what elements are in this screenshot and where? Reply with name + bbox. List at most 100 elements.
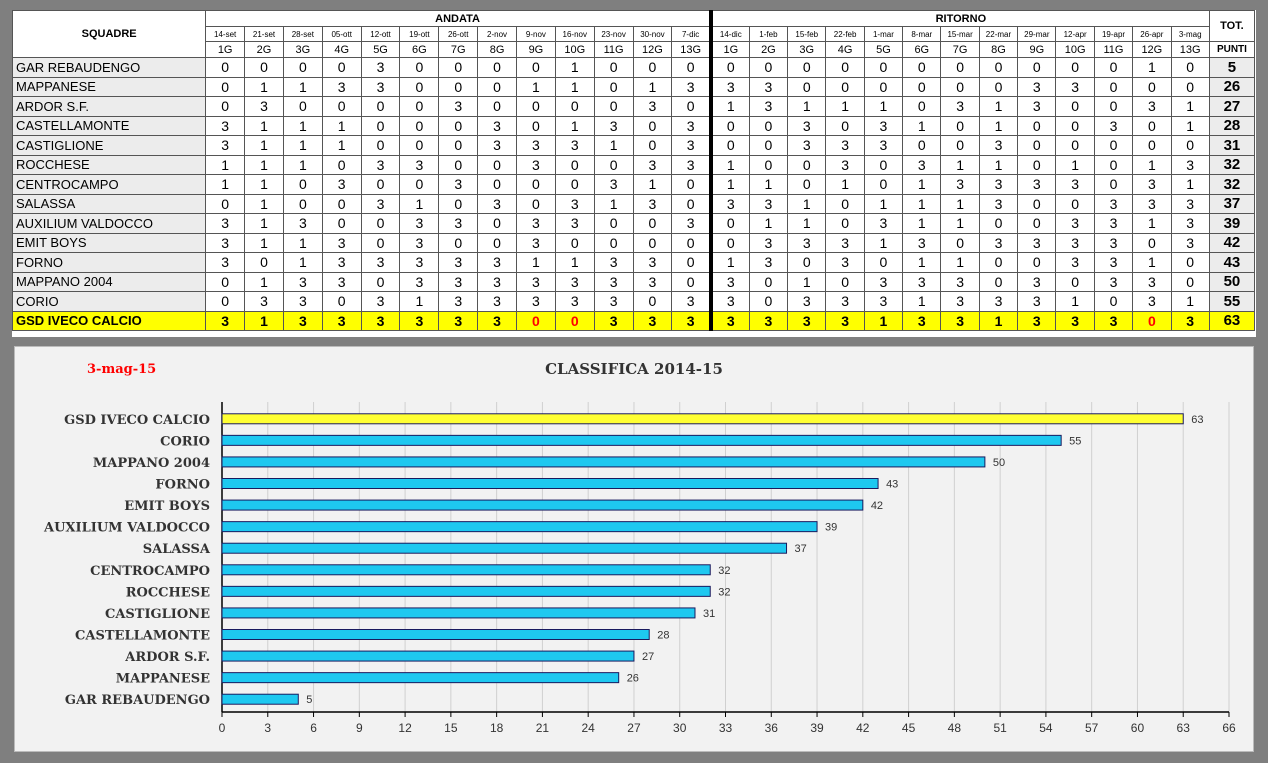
score-cell: 0 <box>205 57 246 78</box>
score-cell: 0 <box>438 76 479 97</box>
score-cell: 3 <box>360 193 401 214</box>
score-cell: 3 <box>863 291 904 312</box>
score-cell: 3 <box>438 310 479 331</box>
score-cell: 1 <box>244 310 284 331</box>
score-cell: 3 <box>399 252 440 273</box>
score-cell: 3 <box>515 213 556 234</box>
score-cell: 1 <box>940 252 980 273</box>
score-cell: 3 <box>1093 115 1134 136</box>
score-cell: 0 <box>902 76 942 97</box>
andata-date: 23-nov <box>593 26 634 42</box>
score-cell: 3 <box>1055 76 1095 97</box>
score-cell: 0 <box>399 57 440 78</box>
score-cell: 3 <box>632 96 673 117</box>
score-cell: 1 <box>940 193 980 214</box>
table-row: AUXILIUM VALDOCCO 3 1 3 0 0 3 3 0 3 3 0 0 3 0 1 1 0 3 1 1 0 0 3… <box>11 213 1256 234</box>
score-cell: 0 <box>593 232 634 253</box>
bar-value-label: 42 <box>871 500 883 512</box>
bar-value-label: 28 <box>657 630 669 642</box>
score-cell: 3 <box>554 135 595 156</box>
score-cell: 0 <box>863 174 904 195</box>
score-cell: 0 <box>399 76 440 97</box>
ritorno-date: 14-dic <box>708 26 750 42</box>
score-cell: 1 <box>1055 291 1095 312</box>
score-cell: 0 <box>1093 76 1134 97</box>
score-cell: 3 <box>399 154 440 175</box>
score-cell: 0 <box>438 135 479 156</box>
score-cell: 0 <box>554 232 595 253</box>
score-cell: 3 <box>902 232 942 253</box>
category-label: ROCCHESE <box>126 585 210 600</box>
score-cell: 0 <box>1093 57 1134 78</box>
bar <box>221 564 711 576</box>
score-cell: 0 <box>554 310 595 331</box>
andata-round: 10G <box>554 41 595 58</box>
ritorno-date: 15-feb <box>787 26 827 42</box>
score-cell: 0 <box>825 57 865 78</box>
x-tick-label: 9 <box>356 721 363 735</box>
score-cell: 3 <box>515 135 556 156</box>
score-cell: 3 <box>1093 213 1134 234</box>
score-cell: 1 <box>1170 96 1210 117</box>
score-cell: 3 <box>1093 271 1134 292</box>
bar-value-label: 63 <box>1191 414 1203 426</box>
score-cell: 0 <box>1170 76 1210 97</box>
score-cell: 3 <box>748 310 789 331</box>
score-cell: 0 <box>825 115 865 136</box>
score-cell: 3 <box>438 174 479 195</box>
score-cell: 3 <box>438 252 479 273</box>
andata-round: 6G <box>399 41 440 58</box>
score-cell: 3 <box>399 310 440 331</box>
bar-value-label: 32 <box>718 586 730 598</box>
category-label: AUXILIUM VALDOCCO <box>43 521 210 536</box>
score-cell: 1 <box>244 135 284 156</box>
andata-round: 11G <box>593 41 634 58</box>
andata-round: 12G <box>632 41 673 58</box>
score-cell: 0 <box>940 232 980 253</box>
bar <box>221 607 696 619</box>
score-cell: 0 <box>477 213 517 234</box>
score-cell: 0 <box>1093 291 1134 312</box>
score-cell: 0 <box>708 213 750 234</box>
x-tick-label: 57 <box>1085 721 1099 735</box>
score-cell: 3 <box>863 115 904 136</box>
andata-date: 21-set <box>244 26 284 42</box>
score-cell: 0 <box>321 213 362 234</box>
score-cell: 3 <box>360 291 401 312</box>
score-cell: 3 <box>321 252 362 273</box>
score-cell: 1 <box>825 96 865 117</box>
score-cell: 3 <box>1055 174 1095 195</box>
score-cell: 3 <box>632 271 673 292</box>
score-cell: 1 <box>708 252 750 273</box>
andata-round: 2G <box>244 41 284 58</box>
score-cell: 0 <box>1132 232 1172 253</box>
ritorno-date: 1-mar <box>863 26 904 42</box>
score-cell: 0 <box>593 213 634 234</box>
score-cell: 3 <box>787 291 827 312</box>
score-cell: 0 <box>554 154 595 175</box>
score-cell: 3 <box>1132 291 1172 312</box>
category-label: CORIO <box>160 434 210 449</box>
x-tick-label: 36 <box>765 721 779 735</box>
score-cell: 1 <box>282 252 323 273</box>
score-cell: 0 <box>748 57 789 78</box>
score-cell: 3 <box>205 252 246 273</box>
x-tick-label: 6 <box>310 721 317 735</box>
score-cell: 1 <box>244 115 284 136</box>
score-cell: 1 <box>902 291 942 312</box>
bar-value-label: 55 <box>1069 435 1081 447</box>
score-cell: 0 <box>477 154 517 175</box>
score-cell: 0 <box>1017 213 1057 234</box>
score-cell: 0 <box>360 96 401 117</box>
andata-date: 12-ott <box>360 26 401 42</box>
chart-panel: 3-mag-15 CLASSIFICA 2014-15 0 3 6 9 12 15 18 21… <box>14 346 1254 752</box>
team-name: ARDOR S.F. <box>11 96 207 117</box>
score-cell: 3 <box>282 271 323 292</box>
punti-header: PUNTI <box>1208 41 1256 58</box>
score-cell: 0 <box>671 174 712 195</box>
score-cell: 1 <box>902 252 942 273</box>
score-cell: 3 <box>1093 193 1134 214</box>
score-cell: 1 <box>748 213 789 234</box>
score-cell: 1 <box>863 310 904 331</box>
ritorno-round: 9G <box>1017 41 1057 58</box>
